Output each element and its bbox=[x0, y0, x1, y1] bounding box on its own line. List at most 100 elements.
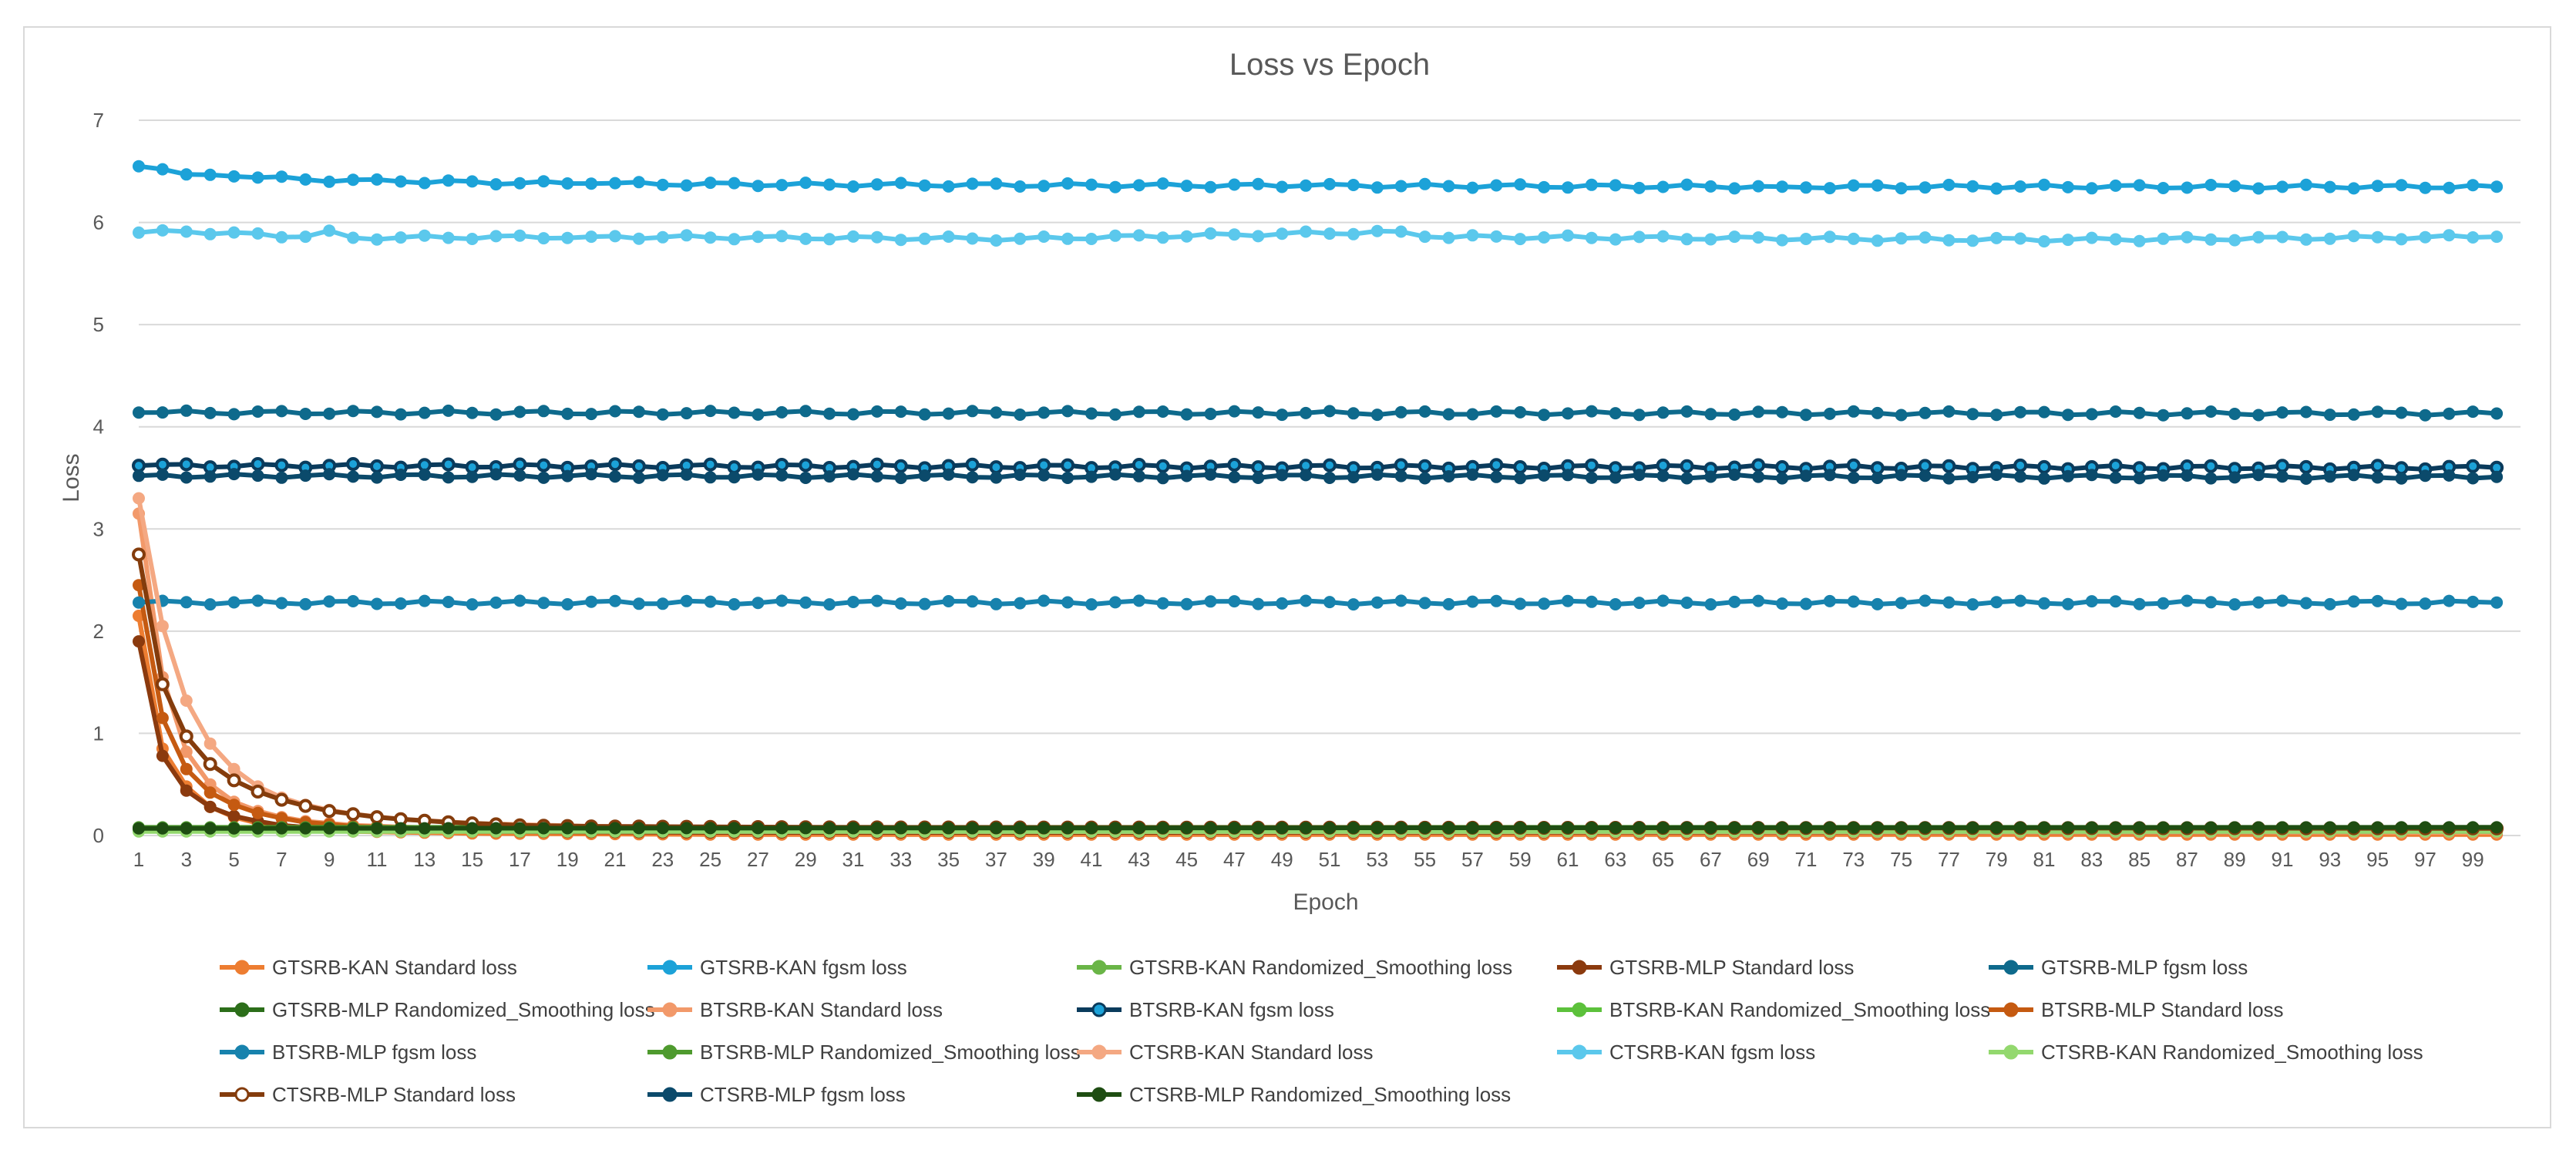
data-point bbox=[418, 594, 431, 607]
data-point bbox=[1061, 177, 1074, 190]
x-tick-label: 65 bbox=[1652, 848, 1674, 871]
y-tick-label: 5 bbox=[93, 313, 104, 336]
data-point bbox=[1252, 177, 1265, 190]
x-tick-label: 77 bbox=[1938, 848, 1960, 871]
data-point bbox=[894, 597, 907, 610]
data-point bbox=[227, 596, 240, 609]
data-point bbox=[156, 749, 169, 762]
data-point bbox=[133, 822, 145, 835]
data-point bbox=[2467, 405, 2480, 419]
data-point bbox=[585, 177, 598, 190]
data-point bbox=[609, 230, 621, 243]
data-point bbox=[2371, 180, 2384, 193]
data-point bbox=[203, 470, 217, 483]
data-point bbox=[632, 176, 645, 189]
data-point bbox=[1680, 459, 1694, 473]
data-point bbox=[799, 405, 812, 418]
data-point bbox=[1014, 469, 1027, 481]
legend-swatch bbox=[1557, 1002, 1602, 1017]
legend-swatch bbox=[1989, 1044, 2033, 1060]
data-point bbox=[2181, 230, 2194, 244]
data-point bbox=[203, 800, 217, 813]
data-point bbox=[323, 822, 336, 835]
data-point bbox=[513, 469, 526, 482]
data-point bbox=[799, 232, 812, 245]
data-point bbox=[1300, 225, 1313, 238]
data-point bbox=[442, 822, 455, 835]
data-point bbox=[2276, 470, 2288, 483]
x-tick-label: 21 bbox=[604, 848, 627, 871]
x-tick-label: 95 bbox=[2366, 848, 2389, 871]
data-point bbox=[1394, 594, 1407, 607]
data-point bbox=[2443, 181, 2456, 194]
data-point bbox=[1656, 821, 1670, 834]
data-point bbox=[1300, 594, 1313, 607]
data-point bbox=[1394, 405, 1407, 419]
data-point bbox=[609, 594, 621, 607]
data-point bbox=[752, 408, 765, 421]
x-tick-label: 69 bbox=[1747, 848, 1770, 871]
data-point bbox=[1276, 180, 1289, 193]
data-point bbox=[1800, 233, 1812, 245]
x-tick-label: 31 bbox=[842, 848, 865, 871]
x-tick-label: 37 bbox=[985, 848, 1007, 871]
data-point bbox=[2157, 597, 2170, 610]
legend-label: GTSRB-MLP fgsm loss bbox=[2041, 955, 2248, 979]
data-point bbox=[133, 469, 145, 483]
series-line bbox=[139, 825, 2497, 831]
legend-swatch bbox=[1989, 1002, 2033, 1017]
data-point bbox=[2252, 821, 2265, 834]
data-point bbox=[1966, 408, 1979, 421]
data-point bbox=[1061, 458, 1075, 472]
data-point bbox=[1704, 470, 1717, 483]
data-point bbox=[1871, 234, 1884, 247]
legend-item: BTSRB-KAN Standard loss bbox=[647, 994, 943, 1025]
data-point bbox=[1323, 227, 1336, 240]
data-point bbox=[752, 822, 765, 835]
data-point bbox=[2038, 821, 2050, 834]
legend-item: CTSRB-KAN fgsm loss bbox=[1557, 1037, 1815, 1068]
data-point bbox=[1562, 594, 1574, 607]
data-point bbox=[1014, 597, 1027, 610]
legend-swatch bbox=[1557, 1044, 1602, 1060]
data-point bbox=[1132, 469, 1145, 483]
data-point bbox=[680, 594, 693, 607]
data-point bbox=[442, 174, 455, 187]
data-point bbox=[1037, 822, 1051, 835]
data-point bbox=[1370, 822, 1384, 834]
data-point bbox=[1919, 406, 1932, 419]
series-gtsrb-kan-standard-loss bbox=[133, 610, 2504, 841]
data-point bbox=[1252, 597, 1265, 610]
series-btsrb-kan-fgsm-loss bbox=[132, 457, 2504, 476]
data-point bbox=[156, 224, 169, 237]
data-point bbox=[847, 822, 859, 835]
legend-swatch bbox=[1077, 1044, 1122, 1060]
data-point bbox=[1656, 458, 1670, 472]
series-line bbox=[136, 584, 2497, 834]
data-point bbox=[2299, 178, 2312, 191]
data-point bbox=[2157, 409, 2170, 422]
data-point bbox=[156, 711, 169, 725]
data-point bbox=[1347, 407, 1360, 420]
data-point bbox=[371, 405, 383, 419]
data-point bbox=[1300, 179, 1313, 192]
data-point bbox=[1085, 598, 1098, 611]
data-point bbox=[1347, 598, 1360, 611]
data-point bbox=[966, 471, 979, 484]
data-point bbox=[371, 233, 383, 246]
data-point bbox=[2419, 230, 2432, 244]
data-point bbox=[227, 408, 240, 421]
data-point bbox=[2323, 470, 2336, 483]
data-point bbox=[1871, 821, 1884, 834]
data-point bbox=[799, 472, 812, 484]
data-point bbox=[1847, 821, 1860, 834]
data-point bbox=[155, 677, 170, 691]
data-point bbox=[1061, 596, 1074, 609]
data-point bbox=[1276, 597, 1289, 610]
legend-label: BTSRB-KAN Standard loss bbox=[700, 997, 943, 1021]
data-point bbox=[1014, 822, 1027, 835]
data-point bbox=[918, 179, 931, 192]
data-point bbox=[2347, 469, 2360, 482]
data-point bbox=[1728, 182, 1741, 195]
data-point bbox=[990, 471, 1003, 484]
